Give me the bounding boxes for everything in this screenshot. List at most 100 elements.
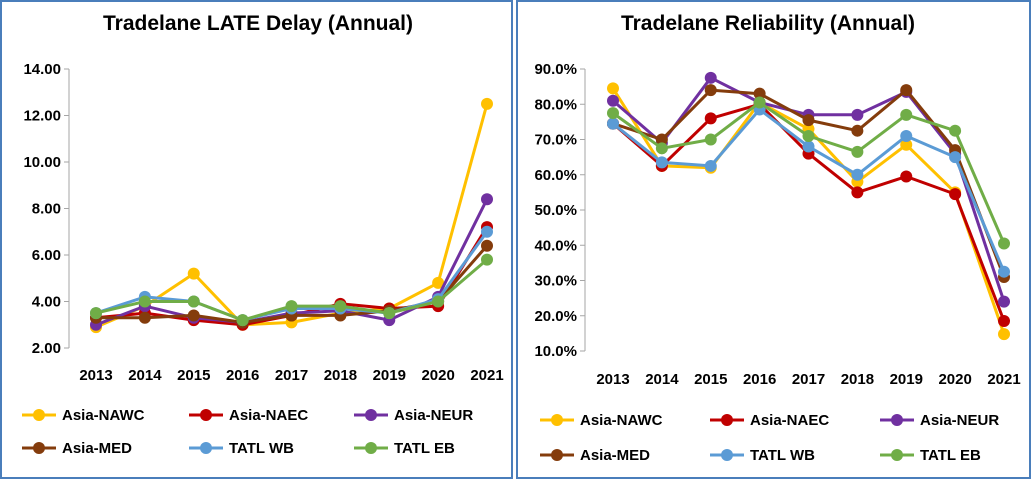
x-tick-label: 2020 bbox=[938, 371, 971, 388]
x-tick-label: 2016 bbox=[226, 367, 259, 384]
data-point-asia-naec bbox=[998, 315, 1010, 328]
legend-label-asia-naec: Asia-NAEC bbox=[229, 407, 308, 424]
legend-label-tatl-wb: TATL WB bbox=[750, 447, 815, 464]
legend-label-tatl-wb: TATL WB bbox=[229, 440, 294, 457]
legend-marker-tatl-eb bbox=[365, 442, 377, 454]
y-tick-label: 10.0% bbox=[534, 343, 577, 360]
y-tick-label: 60.0% bbox=[534, 167, 577, 184]
y-tick-label: 70.0% bbox=[534, 132, 577, 149]
data-point-asia-nawc bbox=[187, 267, 200, 280]
data-point-asia-med bbox=[802, 114, 815, 127]
y-tick-label: 40.0% bbox=[534, 237, 577, 254]
data-point-asia-med bbox=[704, 84, 717, 97]
data-point-asia-med bbox=[655, 133, 668, 146]
x-tick-label: 2013 bbox=[79, 367, 112, 384]
chart-title: Tradelane Reliability (Annual) bbox=[621, 12, 915, 35]
legend-marker-tatl-wb bbox=[200, 442, 212, 454]
legend-marker-asia-med bbox=[33, 442, 45, 454]
legend-marker-asia-nawc bbox=[551, 414, 563, 426]
legend-marker-asia-neur bbox=[365, 409, 377, 421]
data-point-asia-nawc bbox=[998, 328, 1010, 341]
late-delay-chart: Tradelane LATE Delay (Annual) 2.00 4.00 6.0… bbox=[22, 12, 504, 457]
data-point-asia-med bbox=[900, 84, 913, 97]
legend-label-asia-nawc: Asia-NAWC bbox=[62, 407, 145, 424]
x-tick-label: 2018 bbox=[324, 367, 357, 384]
data-point-tatl-eb bbox=[704, 133, 717, 146]
legend-marker-asia-nawc bbox=[33, 409, 45, 421]
y-tick-label: 8.00 bbox=[32, 201, 61, 218]
data-point-asia-nawc bbox=[900, 138, 913, 151]
legend-label-asia-neur: Asia-NEUR bbox=[920, 412, 999, 429]
data-point-tatl-eb bbox=[900, 108, 913, 121]
y-tick-label: 30.0% bbox=[534, 273, 577, 290]
reliability-chart-panel: Tradelane Reliability (Annual) 10.0% 20.0%… bbox=[516, 0, 1031, 479]
data-point-asia-naec bbox=[851, 186, 864, 199]
legend-label-asia-med: Asia-MED bbox=[62, 440, 132, 457]
y-tick-label: 10.00 bbox=[23, 154, 61, 171]
data-point-tatl-eb bbox=[236, 314, 249, 327]
legend-label-asia-nawc: Asia-NAWC bbox=[580, 412, 663, 429]
data-point-tatl-eb bbox=[607, 107, 619, 120]
y-tick-label: 14.00 bbox=[23, 61, 61, 78]
legend-marker-asia-naec bbox=[721, 414, 733, 426]
x-tick-label: 2017 bbox=[275, 367, 308, 384]
x-tick-label: 2017 bbox=[792, 371, 825, 388]
data-point-tatl-wb bbox=[655, 156, 668, 169]
data-point-tatl-wb bbox=[900, 129, 913, 142]
data-point-asia-neur bbox=[481, 193, 493, 206]
data-point-asia-med bbox=[187, 309, 200, 322]
x-tick-label: 2019 bbox=[373, 367, 406, 384]
y-tick-label: 20.0% bbox=[534, 308, 577, 325]
x-tick-label: 2015 bbox=[694, 371, 727, 388]
x-tick-label: 2013 bbox=[596, 371, 629, 388]
data-point-tatl-eb bbox=[334, 300, 347, 313]
data-point-tatl-eb bbox=[90, 307, 102, 320]
y-tick-label: 4.00 bbox=[32, 294, 61, 311]
data-point-tatl-wb bbox=[998, 265, 1010, 278]
series-line-asia-nawc bbox=[95, 103, 489, 329]
legend-label-asia-med: Asia-MED bbox=[580, 447, 650, 464]
data-point-asia-med bbox=[753, 87, 766, 100]
data-point-asia-med bbox=[481, 239, 493, 252]
chart-title: Tradelane LATE Delay (Annual) bbox=[103, 12, 413, 35]
data-point-tatl-eb bbox=[285, 300, 298, 313]
legend-marker-tatl-wb bbox=[721, 449, 733, 461]
data-point-asia-neur bbox=[851, 108, 864, 121]
y-tick-label: 2.00 bbox=[32, 340, 61, 357]
data-point-asia-nawc bbox=[432, 276, 445, 289]
data-point-tatl-eb bbox=[432, 295, 445, 308]
reliability-chart: Tradelane Reliability (Annual) 10.0% 20.0%… bbox=[534, 12, 1020, 464]
data-point-asia-naec bbox=[704, 112, 717, 125]
data-point-asia-nawc bbox=[607, 82, 619, 95]
legend-marker-tatl-eb bbox=[891, 449, 903, 461]
data-point-tatl-wb bbox=[607, 117, 619, 130]
x-tick-label: 2016 bbox=[743, 371, 776, 388]
data-point-tatl-eb bbox=[655, 142, 668, 155]
data-point-asia-med bbox=[138, 311, 151, 324]
y-tick-label: 12.00 bbox=[23, 108, 61, 125]
data-point-asia-naec bbox=[949, 188, 962, 201]
y-tick-label: 6.00 bbox=[32, 247, 61, 264]
y-tick-label: 50.0% bbox=[534, 202, 577, 219]
x-tick-label: 2015 bbox=[177, 367, 210, 384]
data-point-tatl-eb bbox=[802, 129, 815, 142]
data-point-asia-neur bbox=[607, 94, 619, 107]
data-point-tatl-wb bbox=[802, 140, 815, 153]
legend-label-tatl-eb: TATL EB bbox=[394, 440, 455, 457]
data-point-tatl-eb bbox=[851, 145, 864, 158]
data-point-tatl-eb bbox=[383, 307, 396, 320]
x-tick-label: 2021 bbox=[987, 371, 1020, 388]
data-point-tatl-wb bbox=[949, 151, 962, 164]
x-tick-label: 2018 bbox=[841, 371, 874, 388]
y-tick-label: 90.0% bbox=[534, 61, 577, 78]
data-point-tatl-wb bbox=[851, 168, 864, 181]
data-point-asia-neur bbox=[704, 71, 717, 84]
data-point-tatl-eb bbox=[187, 295, 200, 308]
x-tick-label: 2019 bbox=[890, 371, 923, 388]
data-point-tatl-eb bbox=[481, 253, 493, 266]
data-point-tatl-eb bbox=[949, 124, 962, 137]
data-point-tatl-eb bbox=[138, 295, 151, 308]
x-tick-label: 2021 bbox=[470, 367, 503, 384]
legend-label-tatl-eb: TATL EB bbox=[920, 447, 981, 464]
x-tick-label: 2020 bbox=[421, 367, 454, 384]
